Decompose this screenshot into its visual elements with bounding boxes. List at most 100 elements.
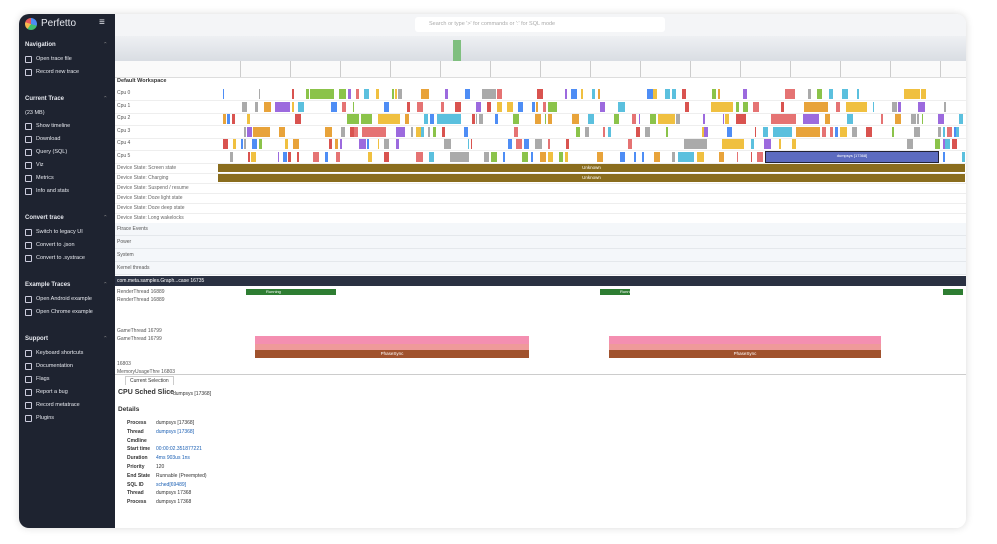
menu-icon <box>25 255 32 262</box>
cpu-slice <box>816 89 822 99</box>
cpu-slice <box>906 139 913 149</box>
tab[interactable]: Current Selection <box>125 376 174 385</box>
menu-icon <box>25 376 32 383</box>
tick <box>290 61 291 77</box>
detail-value[interactable]: dumpsys [17368] <box>156 428 195 435</box>
cpu-slice <box>914 126 921 137</box>
cpu-slice <box>937 126 942 137</box>
cpu-slice <box>363 89 369 99</box>
menu-item[interactable]: Keyboard shortcuts <box>36 350 84 356</box>
cpu-slice <box>340 139 343 149</box>
cpu-slice <box>472 114 475 124</box>
section-title: Convert trace <box>25 215 64 221</box>
cpu-slice <box>921 89 926 99</box>
menu-item[interactable]: Flags <box>36 376 50 382</box>
cpu-slice <box>396 126 406 137</box>
tick <box>390 61 391 77</box>
cpu-slice <box>423 114 428 124</box>
menu-button[interactable]: ≡ <box>99 17 105 28</box>
cpu-slice <box>441 101 445 112</box>
menu-item[interactable]: Open trace file <box>36 56 72 62</box>
cpu-slice <box>490 151 497 162</box>
menu-item[interactable]: Open Android example <box>36 296 92 302</box>
cpu-slice <box>482 89 496 99</box>
cpu-slice <box>531 101 536 112</box>
collapse-icon[interactable]: ⌃ <box>103 215 108 221</box>
group-label[interactable]: Power <box>117 239 132 245</box>
menu-item[interactable]: Plugins <box>36 415 55 421</box>
group-label[interactable]: System <box>117 252 134 258</box>
menu-item[interactable]: Open Chrome example <box>36 309 93 315</box>
workspace-label[interactable]: Default Workspace <box>117 78 167 84</box>
section-title: Support <box>25 336 48 342</box>
cpu-slice <box>653 151 660 162</box>
section-title: Example Traces <box>25 282 71 288</box>
cpu-slice <box>945 139 950 149</box>
cpu-slice <box>614 114 619 124</box>
cpu-slice <box>397 89 402 99</box>
cpu-slice <box>953 126 956 137</box>
collapse-icon[interactable]: ⌃ <box>103 282 108 288</box>
menu-item[interactable]: Download <box>36 136 61 142</box>
menu-item[interactable]: Switch to legacy UI <box>36 229 83 235</box>
track-label: Device State: Long wakelocks <box>117 215 184 221</box>
cpu-slice <box>802 114 819 124</box>
group-row <box>115 262 966 275</box>
cpu-slice <box>378 114 400 124</box>
cpu-slice <box>722 114 724 124</box>
cpu-slice <box>246 126 253 137</box>
cpu-slice <box>666 126 669 137</box>
cpu-slice <box>455 101 461 112</box>
menu-item[interactable]: Viz <box>36 162 44 168</box>
collapse-icon[interactable]: ⌃ <box>103 42 108 48</box>
track-line <box>115 125 966 126</box>
menu-item[interactable]: Info and stats <box>36 188 70 194</box>
cpu-slice <box>291 89 294 99</box>
cpu-slice <box>781 101 784 112</box>
cpu-slice <box>937 114 944 124</box>
cpu-slice <box>847 114 854 124</box>
cpu-slice <box>251 139 258 149</box>
cpu-slice <box>258 89 261 99</box>
cpu-slice <box>306 89 309 99</box>
track-label: Device State: Doze deep state <box>117 205 185 211</box>
cpu-slice <box>597 151 604 162</box>
sidebar: Perfetto ≡ Navigation ⌃ Open trace file Rec… <box>19 14 115 528</box>
process-label[interactable]: com.meta.samples.Graph...case 16735 <box>117 278 205 284</box>
detail-value[interactable]: sched[69489] <box>156 481 187 488</box>
menu-item[interactable]: Query (SQL) <box>36 149 68 155</box>
cpu-slice <box>559 151 563 162</box>
cpu-slice <box>664 89 671 99</box>
cpu-slice <box>416 151 424 162</box>
tick <box>690 61 691 77</box>
menu-item[interactable]: Record metatrace <box>36 402 80 408</box>
cpu-slice <box>404 114 410 124</box>
menu-item[interactable]: Convert to .systrace <box>36 255 85 261</box>
cpu-slice <box>354 126 359 137</box>
menu-item[interactable]: Documentation <box>36 363 73 369</box>
cpu-slice <box>279 126 286 137</box>
menu-item[interactable]: Metrics <box>36 175 54 181</box>
menu-item[interactable]: Report a bug <box>36 389 68 395</box>
details-title: CPU Sched Slice <box>118 389 175 396</box>
state-slice: Unknown <box>218 164 965 172</box>
menu-icon <box>25 389 32 396</box>
collapse-icon[interactable]: ⌃ <box>103 96 108 102</box>
cpu-slice <box>411 126 413 137</box>
menu-item[interactable]: Convert to .json <box>36 242 75 248</box>
main: Search or type '>' for commands or ':' f… <box>115 14 966 528</box>
group-label[interactable]: Kernel threads <box>117 265 150 271</box>
group-label[interactable]: Ftrace Events <box>117 226 148 232</box>
menu-item[interactable]: Record new trace <box>36 69 80 75</box>
cpu-slice <box>502 151 506 162</box>
menu-item[interactable]: Show timeline <box>36 123 71 129</box>
cpu-slice <box>223 114 226 124</box>
search-box[interactable]: Search or type '>' for commands or ':' f… <box>415 17 665 32</box>
collapse-icon[interactable]: ⌃ <box>103 336 108 342</box>
cpu-slice <box>722 139 744 149</box>
cpu-slice <box>348 89 352 99</box>
cpu-slice <box>258 139 263 149</box>
cpu-slice <box>395 89 397 99</box>
track-label: Device State: Charging <box>117 175 169 181</box>
track-line <box>115 183 966 184</box>
